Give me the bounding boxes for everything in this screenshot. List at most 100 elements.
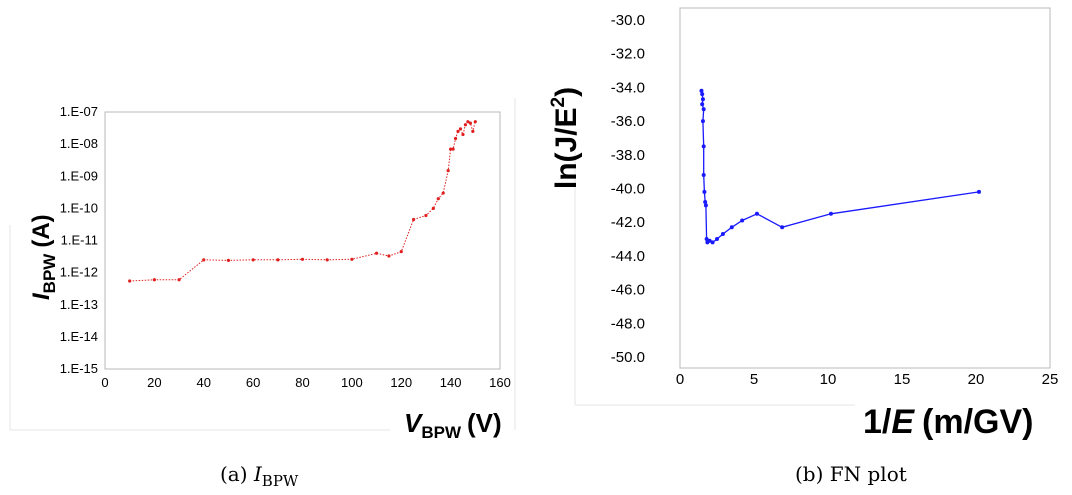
data-point-b	[715, 237, 719, 242]
series-b	[699, 88, 981, 245]
data-point-a	[177, 278, 181, 282]
x-label-prefix-b: 1/	[863, 403, 892, 441]
x-tick-label-a: 80	[295, 375, 309, 390]
x-label-var-b: E	[891, 403, 915, 441]
x-axis-label-a: VBPW (V)	[404, 408, 502, 442]
caption-a: (a) IBPW	[220, 462, 298, 490]
y-tick-label-b: -44.0	[611, 248, 645, 265]
y-tick-labels-b: -50.0 -48.0 -46.0 -44.0 -42.0 -40.0 -38.0 -36.0…	[611, 12, 645, 366]
y-tick-label-b: -46.0	[611, 282, 645, 299]
y-tick-label-a: 1.E-15	[60, 361, 98, 376]
x-tick-label-b: 5	[750, 371, 758, 388]
y-axis-label-b: ln(J/E2)	[548, 87, 583, 189]
y-label-sup-b: 2	[548, 97, 569, 108]
data-point-a	[451, 147, 455, 151]
data-point-a	[350, 257, 354, 261]
data-point-a	[226, 258, 231, 263]
y-tick-label-a: 1.E-11	[61, 233, 98, 248]
data-point-a	[387, 254, 391, 258]
data-point-a	[456, 129, 460, 133]
data-point-b	[700, 102, 705, 107]
y-tick-label-a: 1.E-08	[60, 136, 98, 151]
data-point-a	[251, 258, 255, 262]
x-label-unit-a: (V)	[467, 408, 502, 438]
y-axis-label-a: IBPW (A)	[28, 214, 59, 300]
data-point-a	[399, 250, 403, 254]
data-point-a	[471, 129, 475, 133]
data-point-a	[202, 258, 206, 262]
data-point-a	[458, 127, 463, 131]
y-label-var-a: I	[28, 292, 55, 300]
x-tick-label-a: 140	[440, 375, 462, 390]
data-point-b	[702, 189, 707, 194]
data-point-b	[720, 231, 725, 236]
data-point-b	[707, 238, 712, 243]
series-line-a	[129, 121, 476, 282]
x-label-var-a: V	[404, 408, 424, 438]
y-label-unit-a: (A)	[28, 214, 55, 247]
data-point-a	[453, 136, 458, 141]
x-tick-label-a: 40	[197, 375, 211, 390]
data-point-a	[128, 279, 132, 283]
data-point-a	[466, 120, 470, 124]
data-point-b	[976, 189, 981, 194]
data-point-b	[780, 225, 785, 230]
caption-a-sub: BPW	[261, 472, 299, 490]
data-point-a	[446, 168, 450, 173]
chart-a-svg: 1.E-15 1.E-14 1.E-13 1.E-12 1.E-11 1.E-10 1.E-…	[9, 98, 516, 442]
x-tick-label-a: 20	[147, 375, 161, 390]
data-point-a	[276, 258, 280, 262]
data-point-a	[152, 278, 156, 282]
y-tick-label-b: -38.0	[611, 147, 645, 164]
series-a	[128, 120, 477, 283]
y-label-text-b: ln(J/E	[550, 107, 583, 189]
y-tick-label-a: 1.E-10	[60, 200, 98, 215]
x-axis-label-b: 1/E (m/GV)	[863, 403, 1034, 441]
data-point-a	[374, 251, 379, 255]
y-tick-label-b: -30.0	[611, 12, 645, 29]
y-tick-label-a: 1.E-09	[60, 168, 98, 183]
x-tick-labels-a: 0 20 40 60 80 100 120 140 160	[101, 375, 510, 390]
data-point-b	[828, 211, 833, 216]
data-point-b	[701, 173, 706, 178]
x-tick-label-a: 60	[246, 375, 260, 390]
x-tick-label-a: 100	[341, 375, 363, 390]
y-tick-label-a: 1.E-14	[60, 329, 98, 344]
data-point-a	[300, 257, 305, 261]
y-tick-label-b: -40.0	[611, 181, 645, 198]
data-point-a	[424, 213, 428, 218]
x-tick-label-b: 10	[820, 371, 837, 388]
data-point-a	[449, 147, 453, 151]
data-point-a	[431, 206, 435, 210]
svg-text:ln(J/E2): ln(J/E2)	[548, 87, 583, 189]
caption-b: (b) FN plot	[795, 462, 907, 486]
data-point-b	[703, 203, 708, 208]
data-point-b	[699, 88, 704, 93]
y-tick-label-b: -48.0	[611, 315, 645, 332]
y-tick-label-a: 1.E-12	[60, 265, 98, 280]
x-tick-label-b: 15	[894, 371, 911, 388]
y-tick-label-a: 1.E-13	[60, 297, 98, 312]
y-label-close-b: )	[550, 87, 583, 97]
x-tick-label-a: 160	[489, 375, 511, 390]
y-tick-label-b: -50.0	[611, 349, 645, 366]
x-tick-label-b: 25	[1042, 371, 1059, 388]
x-tick-label-b: 0	[676, 371, 684, 388]
x-label-sub-a: BPW	[421, 423, 462, 442]
data-point-a	[436, 197, 440, 201]
caption-a-var: I	[253, 462, 262, 486]
y-tick-label-a: 1.E-07	[60, 104, 98, 119]
data-point-b	[710, 240, 715, 245]
data-point-a	[461, 132, 465, 137]
x-tick-label-b: 20	[968, 371, 985, 388]
data-point-a	[468, 121, 472, 125]
x-tick-labels-b: 0 5 10 15 20 25	[676, 371, 1059, 388]
x-tick-label-a: 120	[390, 375, 412, 390]
data-point-b	[704, 237, 709, 242]
y-tick-labels-a: 1.E-15 1.E-14 1.E-13 1.E-12 1.E-11 1.E-10 1.E-…	[60, 104, 98, 376]
y-tick-label-b: -36.0	[611, 113, 645, 130]
data-point-b	[729, 225, 734, 230]
data-point-a	[473, 120, 477, 124]
data-point-b	[700, 97, 705, 102]
data-point-b	[700, 119, 705, 124]
